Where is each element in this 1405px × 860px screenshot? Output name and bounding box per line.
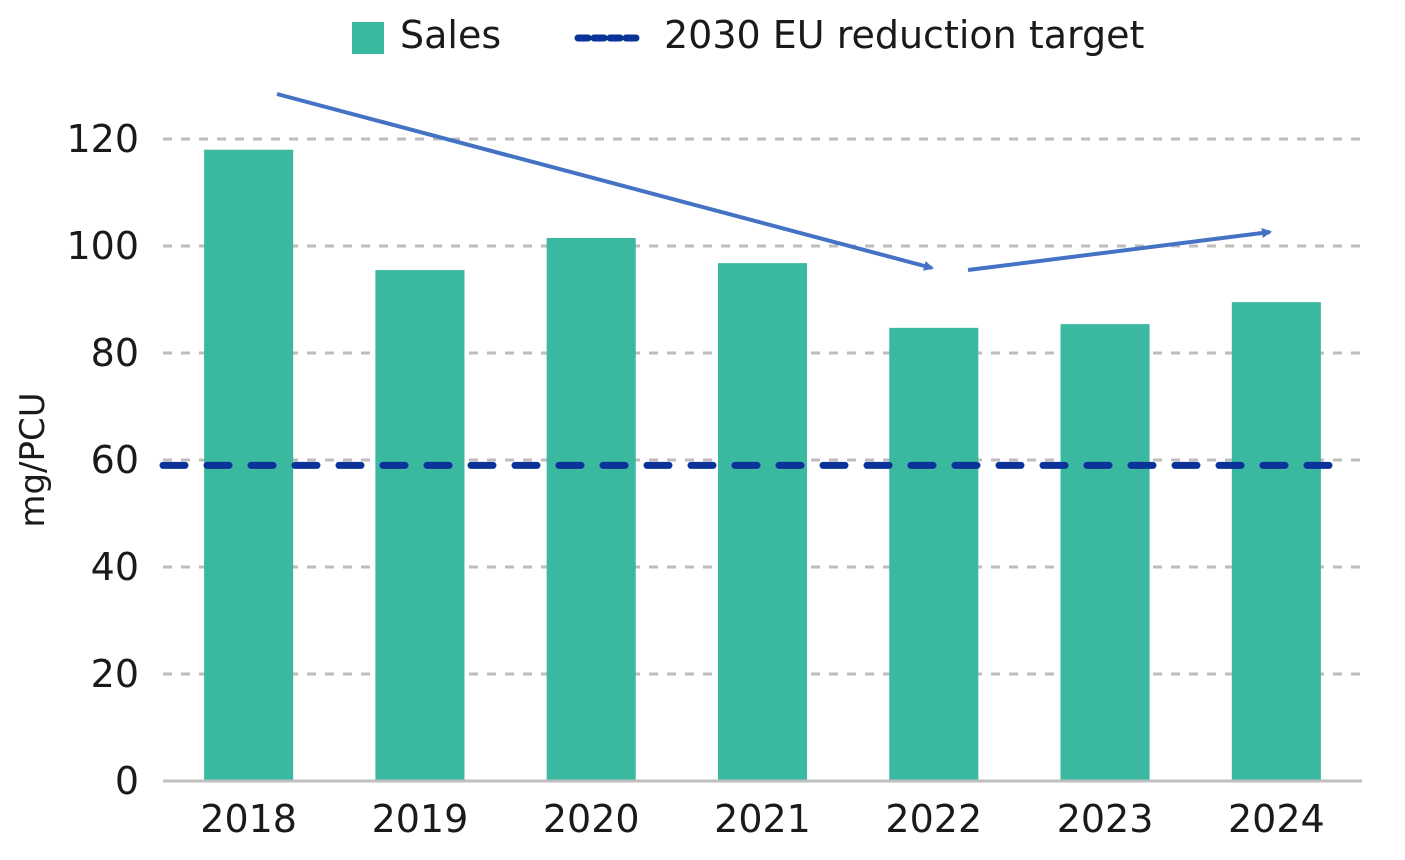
y-tick-label: 80 (91, 331, 139, 375)
x-tick-label: 2020 (543, 797, 640, 841)
y-tick-label: 60 (91, 438, 139, 482)
bar-2019 (375, 270, 465, 781)
legend-label-target: 2030 EU reduction target (664, 13, 1144, 57)
bar-2024 (1231, 302, 1321, 781)
bar-2022 (889, 327, 979, 781)
x-tick-label: 2023 (1057, 797, 1154, 841)
y-tick-label: 120 (66, 117, 139, 161)
x-tick-label: 2021 (714, 797, 811, 841)
y-tick-label: 20 (91, 652, 139, 696)
x-axis-ticks: 2018 2019 2020 2021 2022 2023 2024 (200, 797, 1324, 841)
bar-2021 (717, 263, 808, 781)
trend-arrow-up (967, 228, 1272, 272)
trend-arrow-down (276, 92, 934, 271)
x-tick-label: 2022 (885, 797, 982, 841)
bar-2023 (1060, 324, 1150, 781)
y-axis-ticks: 0 20 40 60 80 100 120 (66, 117, 139, 803)
legend-label-sales: Sales (400, 13, 501, 57)
y-tick-label: 40 (91, 545, 139, 589)
y-tick-label: 100 (66, 224, 139, 268)
x-tick-label: 2024 (1228, 797, 1325, 841)
bar-2020 (546, 237, 636, 782)
y-tick-label: 0 (115, 759, 139, 803)
bars (204, 149, 1321, 782)
y-axis-label: mg/PCU (13, 392, 53, 527)
x-tick-label: 2019 (372, 797, 469, 841)
x-tick-label: 2018 (200, 797, 297, 841)
legend-swatch-sales (352, 22, 384, 54)
legend: Sales 2030 EU reduction target (352, 13, 1144, 57)
